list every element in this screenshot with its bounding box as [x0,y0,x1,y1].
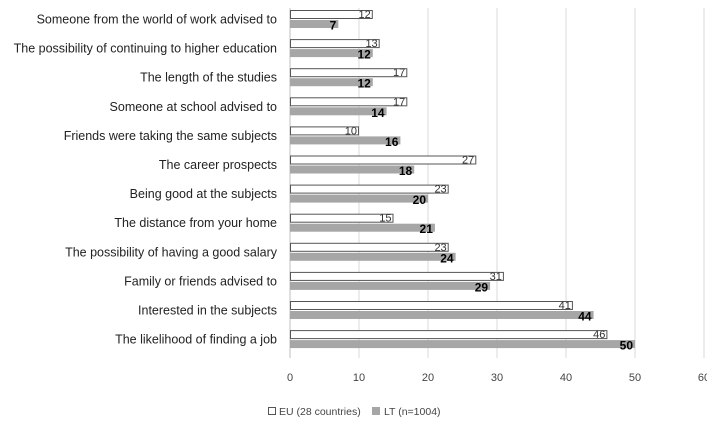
bar-lt [290,49,373,58]
category-label: The distance from your home [114,216,277,230]
data-label-lt: 20 [413,193,427,207]
bar-lt [290,281,491,290]
legend-swatch-lt [372,407,380,415]
data-label-eu: 12 [359,9,371,21]
data-label-eu: 13 [365,38,377,50]
data-label-lt: 24 [440,251,454,265]
data-label-lt: 18 [399,164,413,178]
data-label-lt: 12 [357,48,371,62]
category-label: The length of the studies [140,71,277,85]
data-label-lt: 44 [578,310,592,324]
bar-lt [290,311,594,319]
x-tick-label: 0 [287,372,293,384]
bar-eu [290,242,449,252]
bar-eu [290,213,394,223]
data-label-eu: 27 [462,155,474,167]
x-tick-label: 40 [560,372,572,384]
data-label-eu: 46 [593,329,605,341]
data-label-lt: 7 [330,19,337,33]
bar-eu [290,184,449,194]
bar-eu [290,155,477,165]
bar-eu [290,330,608,340]
legend-swatch-eu [268,407,276,415]
bar-lt [290,136,401,145]
bar-lt [290,252,456,261]
bar-eu [290,39,380,49]
category-label: The career prospects [159,158,277,172]
category-label: The likelihood of finding a job [115,333,277,347]
data-label-lt: 12 [357,77,371,91]
data-label-lt: 21 [420,222,434,236]
bar-lt [290,223,435,232]
legend-label-eu: EU (28 countries) [279,406,361,418]
bars: 1271312171217141016271823201521232431294… [290,9,635,353]
category-label: Interested in the subjects [138,304,277,318]
legend-label-lt: LT (n=1004) [384,406,441,418]
bar-eu [290,271,504,281]
bar-lt [290,20,339,28]
data-label-eu: 15 [379,213,391,225]
legend: EU (28 countries) LT (n=1004) [268,406,441,418]
data-label-eu: 23 [434,184,446,196]
category-label: Being good at the subjects [130,187,277,201]
x-tick-label: 30 [491,372,503,384]
x-tick-label: 10 [353,372,365,384]
data-label-eu: 41 [559,300,571,312]
data-label-lt: 50 [620,339,634,353]
bar-lt [290,194,428,203]
data-label-lt: 14 [371,106,385,120]
category-label: The possibility of having a good salary [65,245,278,259]
category-label: Someone at school advised to [110,100,278,114]
bar-eu [290,97,408,107]
category-label: Someone from the world of work advised t… [37,13,277,27]
bar-eu [290,301,573,310]
data-label-eu: 10 [345,125,357,137]
x-tick-label: 60 [698,372,707,384]
category-label: The possibility of continuing to higher … [14,42,277,56]
category-label: Friends were taking the same subjects [64,129,277,143]
x-tick-label: 20 [422,372,434,384]
bar-lt [290,107,387,116]
data-label-eu: 31 [490,271,502,283]
x-tick-labels: 0 10 20 30 40 50 60 [287,372,707,384]
bar-eu [290,10,373,19]
category-label: Family or friends advised to [124,274,277,288]
data-label-eu: 23 [434,242,446,254]
bar-eu [290,68,408,78]
data-label-eu: 17 [393,96,405,108]
data-label-lt: 29 [475,280,489,294]
gridlines [289,8,705,358]
bar-eu [290,126,359,136]
bar-lt [290,78,373,87]
category-labels: Someone from the world of work advised t… [14,13,278,347]
data-label-lt: 16 [385,135,399,149]
bar-lt [290,340,635,349]
data-label-eu: 17 [393,67,405,79]
bar-lt [290,165,415,174]
x-tick-label: 50 [629,372,641,384]
